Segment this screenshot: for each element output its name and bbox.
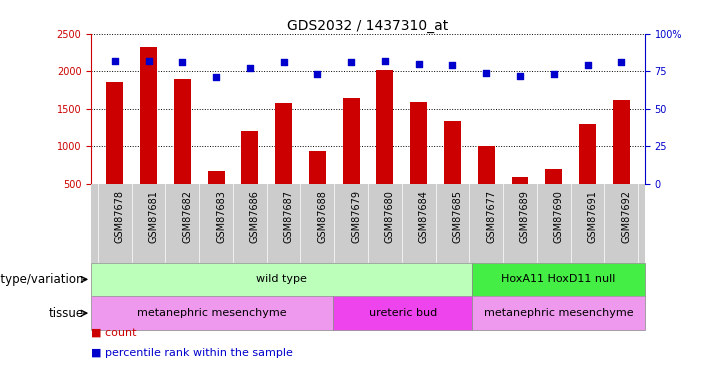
- Bar: [174, 79, 191, 221]
- Point: [278, 59, 290, 65]
- Point: [515, 73, 526, 79]
- Bar: [140, 47, 157, 221]
- Bar: [376, 70, 393, 221]
- Text: GSM87685: GSM87685: [452, 190, 463, 243]
- Point: [413, 61, 424, 67]
- Text: GSM87687: GSM87687: [284, 190, 294, 243]
- Bar: [343, 98, 360, 221]
- Text: wild type: wild type: [256, 274, 307, 284]
- Bar: [91, 262, 472, 296]
- Text: genotype/variation: genotype/variation: [0, 273, 84, 286]
- Text: GSM87689: GSM87689: [520, 190, 530, 243]
- Text: ■ count: ■ count: [91, 328, 137, 338]
- Text: GSM87679: GSM87679: [351, 190, 361, 243]
- Text: GSM87690: GSM87690: [554, 190, 564, 243]
- Point: [210, 74, 222, 80]
- Text: GSM87691: GSM87691: [587, 190, 597, 243]
- Bar: [275, 103, 292, 221]
- Point: [615, 59, 627, 65]
- Bar: [207, 171, 224, 221]
- Bar: [512, 177, 529, 221]
- Bar: [107, 82, 123, 221]
- Point: [447, 62, 458, 68]
- Bar: [334, 296, 472, 330]
- Bar: [309, 152, 326, 221]
- Point: [177, 59, 188, 65]
- Point: [143, 58, 154, 64]
- Text: GSM87681: GSM87681: [149, 190, 158, 243]
- Text: ■ percentile rank within the sample: ■ percentile rank within the sample: [91, 348, 293, 358]
- Text: GSM87683: GSM87683: [216, 190, 226, 243]
- Bar: [91, 296, 334, 330]
- Bar: [472, 296, 645, 330]
- Bar: [241, 131, 258, 221]
- Text: GSM87692: GSM87692: [621, 190, 632, 243]
- Point: [312, 71, 323, 77]
- Text: metanephric mesenchyme: metanephric mesenchyme: [137, 308, 287, 318]
- Bar: [478, 146, 495, 221]
- Text: tissue: tissue: [49, 307, 84, 320]
- Title: GDS2032 / 1437310_at: GDS2032 / 1437310_at: [287, 19, 449, 33]
- Point: [379, 58, 390, 64]
- Text: GSM87678: GSM87678: [115, 190, 125, 243]
- Text: HoxA11 HoxD11 null: HoxA11 HoxD11 null: [501, 274, 615, 284]
- Text: GSM87682: GSM87682: [182, 190, 192, 243]
- Bar: [444, 121, 461, 221]
- Text: GSM87680: GSM87680: [385, 190, 395, 243]
- Text: metanephric mesenchyme: metanephric mesenchyme: [484, 308, 633, 318]
- Bar: [613, 100, 629, 221]
- Text: ureteric bud: ureteric bud: [369, 308, 437, 318]
- Text: GSM87677: GSM87677: [486, 190, 496, 243]
- Text: GSM87684: GSM87684: [418, 190, 429, 243]
- Text: GSM87688: GSM87688: [318, 190, 327, 243]
- Point: [481, 70, 492, 76]
- Point: [346, 59, 357, 65]
- Bar: [579, 124, 596, 221]
- Bar: [410, 102, 427, 221]
- Point: [109, 58, 121, 64]
- Text: GSM87686: GSM87686: [250, 190, 260, 243]
- Point: [244, 65, 255, 71]
- Point: [582, 62, 593, 68]
- Point: [548, 71, 559, 77]
- Bar: [472, 262, 645, 296]
- Bar: [545, 169, 562, 221]
